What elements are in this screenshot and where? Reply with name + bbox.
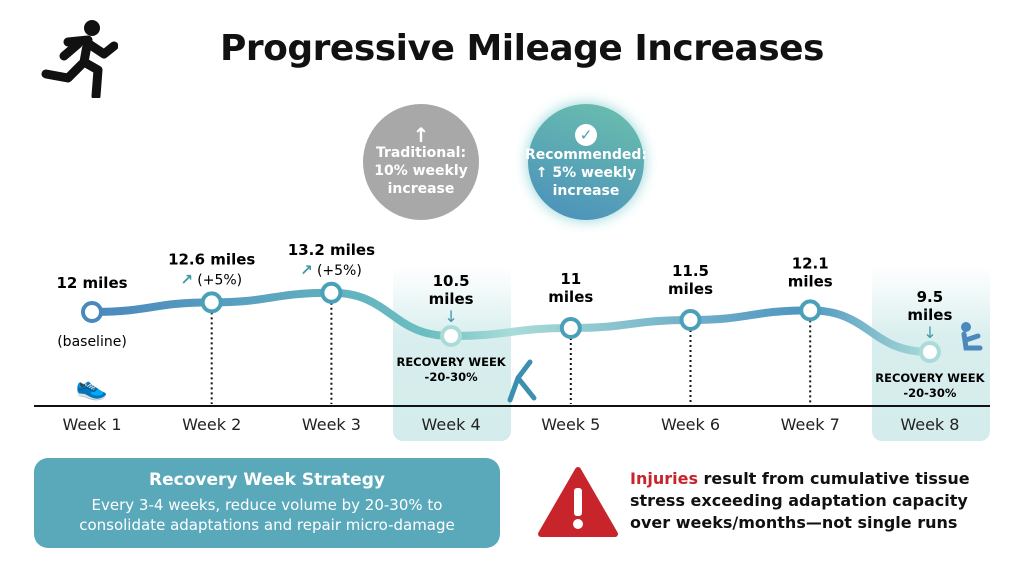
traditional-rate: 10% weekly: [374, 163, 468, 179]
x-tick-label: Week 1: [62, 415, 121, 434]
runner-icon: [41, 20, 118, 98]
warning-icon: [538, 467, 618, 537]
value-label: 11: [560, 270, 581, 288]
x-tick-label: Week 6: [661, 415, 720, 434]
injury-warning: Injuries result from cumulative tissue s…: [630, 468, 1010, 534]
x-tick-label: Week 2: [182, 415, 241, 434]
warning-line-2: stress exceeding adaptation capacity: [630, 491, 968, 510]
shoe-icon: 👟: [76, 372, 108, 402]
recovery-pct: -20-30%: [903, 386, 957, 400]
increase-annotation: (+5%): [197, 272, 242, 288]
recommended-text: increase: [552, 183, 620, 199]
arrow-down-icon: ↓: [923, 323, 936, 342]
recovery-label: RECOVERY WEEK: [396, 355, 506, 369]
value-label: 10.5: [433, 272, 470, 290]
strategy-line-2: consolidate adaptations and repair micro…: [79, 516, 455, 534]
arrow-up-icon: ↑: [412, 123, 430, 147]
check-icon: ✓: [575, 124, 597, 146]
value-label-unit: miles: [788, 272, 833, 290]
warning-line-3: over weeks/months—not single runs: [630, 513, 958, 532]
arrow-up-right-icon: ↗: [300, 261, 313, 279]
traditional-circle: ↑ Traditional: 10% weekly increase: [363, 104, 479, 220]
recommended-circle: ✓ Recommended: ↑ 5% weekly increase: [525, 104, 647, 220]
traditional-label: Traditional:: [375, 145, 467, 161]
value-label: miles: [548, 288, 593, 306]
recovery-strategy-box: Recovery Week Strategy Every 3-4 weeks, …: [34, 458, 500, 548]
resting-person-icon: [961, 322, 971, 332]
warning-line-1: result from cumulative tissue: [697, 469, 970, 488]
value-label: miles: [668, 280, 713, 298]
recommended-label: Recommended:: [525, 147, 647, 163]
data-point: [320, 281, 343, 304]
baseline-annotation: (baseline): [57, 334, 127, 350]
value-label: 9.5: [917, 288, 944, 306]
strategy-line-1: Every 3-4 weeks, reduce volume by 20-30%…: [91, 496, 443, 514]
x-tick-label: Week 4: [422, 415, 481, 434]
recommended-rate: ↑ 5% weekly: [535, 165, 637, 181]
mileage-chart: Week 1 12 miles (baseline) Week 2 12.6 miles…: [34, 241, 990, 434]
data-point: [200, 291, 223, 314]
increase-annotation: (+5%): [317, 263, 362, 279]
x-tick-label: Week 7: [781, 415, 840, 434]
page-title: Progressive Mileage Increases: [220, 28, 824, 69]
traditional-text: increase: [387, 181, 455, 197]
value-label: 13.2 miles: [288, 241, 375, 259]
data-point: [918, 341, 941, 363]
stretching-person-icon: [507, 359, 537, 403]
value-label: 11.5: [672, 262, 709, 280]
data-point: [440, 325, 463, 347]
recovery-label: RECOVERY WEEK: [875, 371, 985, 385]
value-label: miles: [429, 290, 474, 308]
value-label: miles: [907, 306, 952, 324]
strategy-title: Recovery Week Strategy: [149, 470, 385, 490]
arrow-down-icon: ↓: [444, 307, 457, 326]
data-point: [559, 317, 582, 339]
value-label: 12.1: [792, 254, 829, 272]
warning-highlight: Injuries: [630, 469, 698, 488]
recovery-band-week-4: [393, 267, 511, 441]
data-point: [799, 299, 822, 322]
x-tick-label: Week 8: [900, 415, 959, 434]
x-tick-label: Week 5: [541, 415, 600, 434]
data-point: [679, 309, 702, 331]
recovery-pct: -20-30%: [425, 370, 479, 384]
data-point: [81, 301, 103, 323]
recommended-rate-text: 5% weekly: [552, 165, 637, 181]
arrow-up-right-icon: ↗: [180, 270, 193, 288]
value-label: 12.6 miles: [168, 250, 255, 268]
value-label: 12 miles: [56, 274, 127, 292]
resting-person-body: [961, 331, 983, 351]
x-tick-label: Week 3: [302, 415, 361, 434]
